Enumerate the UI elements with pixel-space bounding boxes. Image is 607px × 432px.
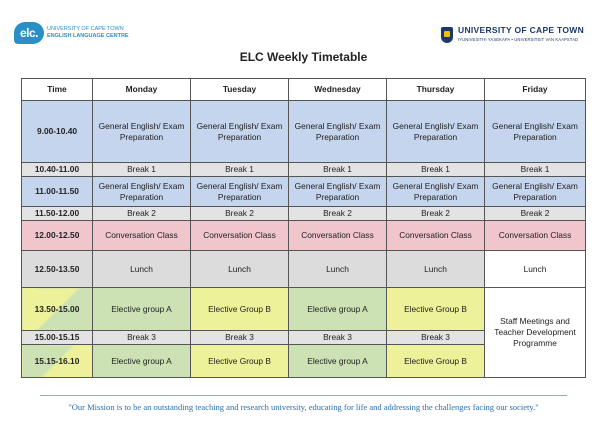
schedule-cell: Conversation Class <box>92 220 191 251</box>
table-row: 9.00-10.40 General English/ Exam Prepara… <box>21 100 586 163</box>
column-header: Tuesday <box>190 78 289 101</box>
table-row: 12.00-12.50 Conversation Class Conversat… <box>21 220 586 251</box>
column-header: Friday <box>484 78 586 101</box>
schedule-cell: Elective Group B <box>386 287 485 331</box>
schedule-cell: General English/ Exam Preparation <box>190 176 289 207</box>
schedule-cell: Conversation Class <box>386 220 485 251</box>
column-header: Wednesday <box>288 78 387 101</box>
uct-crest-icon <box>441 27 453 43</box>
footer-divider <box>40 395 567 396</box>
schedule-cell: General English/ Exam Preparation <box>92 176 191 207</box>
schedule-cell: General English/ Exam Preparation <box>386 100 485 163</box>
schedule-cell: Lunch <box>288 250 387 288</box>
schedule-cell: Break 3 <box>288 330 387 345</box>
schedule-cell: Lunch <box>92 250 191 288</box>
schedule-cell: Break 3 <box>92 330 191 345</box>
schedule-cell: Break 1 <box>92 162 191 177</box>
time-cell: 9.00-10.40 <box>21 100 93 163</box>
schedule-cell: Elective Group B <box>190 287 289 331</box>
schedule-cell: Break 3 <box>190 330 289 345</box>
schedule-cell: Lunch <box>484 250 586 288</box>
schedule-cell: General English/ Exam Preparation <box>484 100 586 163</box>
time-cell: 13.50-15.00 <box>21 287 93 331</box>
table-row: 11.00-11.50 General English/ Exam Prepar… <box>21 176 586 207</box>
mission-statement: "Our Mission is to be an outstanding tea… <box>68 402 539 412</box>
schedule-cell: Break 2 <box>386 206 485 221</box>
schedule-cell: Break 1 <box>484 162 586 177</box>
schedule-cell: Elective Group B <box>386 344 485 378</box>
schedule-cell: Conversation Class <box>190 220 289 251</box>
schedule-cell: Break 2 <box>484 206 586 221</box>
time-cell: 12.00-12.50 <box>21 220 93 251</box>
table-row: 13.50-15.00 Elective group A Elective Gr… <box>21 287 586 378</box>
schedule-cell: Lunch <box>386 250 485 288</box>
schedule-cell: Elective Group B <box>190 344 289 378</box>
schedule-cell: Break 2 <box>288 206 387 221</box>
page-header: elc. UNIVERSITY OF CAPE TOWN ENGLISH LAN… <box>0 0 607 60</box>
schedule-cell: Lunch <box>190 250 289 288</box>
schedule-cell: General English/ Exam Preparation <box>288 176 387 207</box>
schedule-cell: General English/ Exam Preparation <box>386 176 485 207</box>
table-row: 15.00-15.15 Break 3 Break 3 Break 3 Brea… <box>21 330 586 345</box>
table-row: 15.15-16.10 Elective group A Elective Gr… <box>21 344 586 378</box>
schedule-cell: General English/ Exam Preparation <box>484 176 586 207</box>
schedule-cell: General English/ Exam Preparation <box>92 100 191 163</box>
page-title: ELC Weekly Timetable <box>239 50 368 64</box>
schedule-cell: Break 2 <box>92 206 191 221</box>
uct-logo-line2: IYUNIVESITHI YASEKAPA • UNIVERSITEIT VAN… <box>458 37 579 42</box>
table-row: 10.40-11.00 Break 1 Break 1 Break 1 Brea… <box>21 162 586 177</box>
elc-logo-line2: ENGLISH LANGUAGE CENTRE <box>47 33 129 39</box>
column-header: Monday <box>92 78 191 101</box>
time-cell: 11.50-12.00 <box>21 206 93 221</box>
timetable: Time Monday Tuesday Wednesday Thursday F… <box>21 78 586 378</box>
schedule-cell: Break 3 <box>386 330 485 345</box>
column-header: Thursday <box>386 78 485 101</box>
uct-logo-line1: UNIVERSITY OF CAPE TOWN <box>458 25 585 35</box>
uct-logo: UNIVERSITY OF CAPE TOWN IYUNIVESITHI YAS… <box>441 26 584 44</box>
column-header: Time <box>21 78 93 101</box>
time-cell: 15.00-15.15 <box>21 330 93 345</box>
schedule-cell: Break 2 <box>190 206 289 221</box>
elc-logo-mark: elc. <box>14 22 44 44</box>
table-row: 11.50-12.00 Break 2 Break 2 Break 2 Brea… <box>21 206 586 221</box>
schedule-cell: Elective group A <box>288 287 387 331</box>
schedule-cell: Conversation Class <box>484 220 586 251</box>
schedule-cell: Elective group A <box>92 287 191 331</box>
schedule-cell: Conversation Class <box>288 220 387 251</box>
time-cell: 15.15-16.10 <box>21 344 93 378</box>
schedule-cell: Break 1 <box>386 162 485 177</box>
schedule-cell: Elective group A <box>92 344 191 378</box>
time-cell: 10.40-11.00 <box>21 162 93 177</box>
schedule-cell: General English/ Exam Preparation <box>288 100 387 163</box>
elc-logo-line1: UNIVERSITY OF CAPE TOWN <box>47 26 124 32</box>
time-cell: 11.00-11.50 <box>21 176 93 207</box>
table-header-row: Time Monday Tuesday Wednesday Thursday F… <box>21 78 586 101</box>
elc-logo: elc. UNIVERSITY OF CAPE TOWN ENGLISH LAN… <box>14 22 129 44</box>
schedule-cell: General English/ Exam Preparation <box>190 100 289 163</box>
schedule-cell: Break 1 <box>288 162 387 177</box>
schedule-cell: Break 1 <box>190 162 289 177</box>
time-cell: 12.50-13.50 <box>21 250 93 288</box>
friday-afternoon-cell: Staff Meetings and Teacher Development P… <box>484 287 586 378</box>
schedule-cell: Elective group A <box>288 344 387 378</box>
table-row: 12.50-13.50 Lunch Lunch Lunch Lunch Lunc… <box>21 250 586 288</box>
